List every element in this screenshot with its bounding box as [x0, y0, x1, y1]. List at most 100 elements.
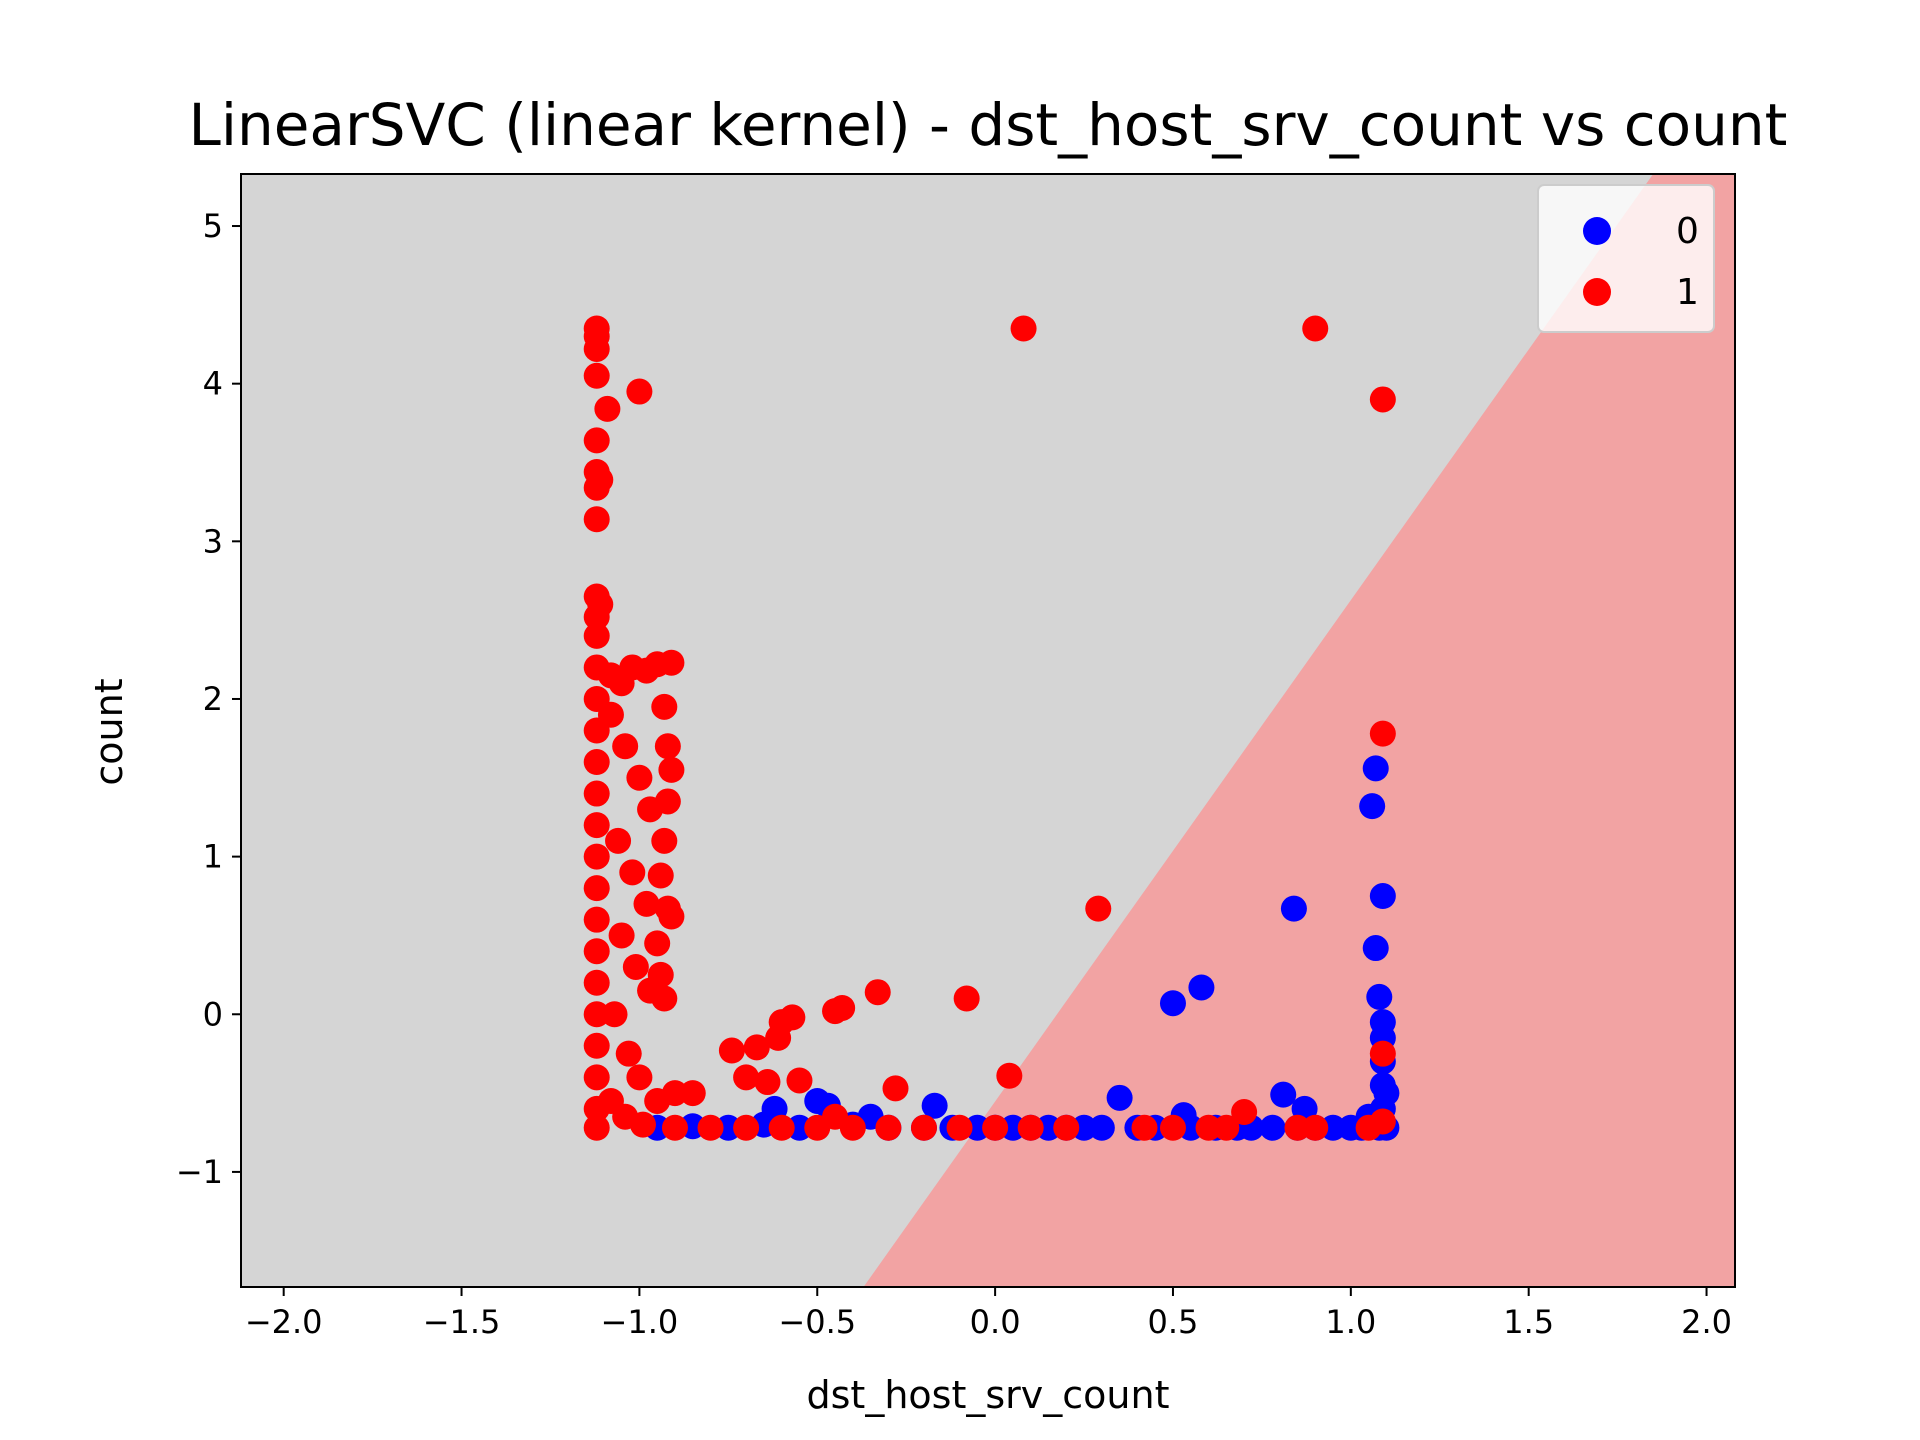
- point-class-1: [1284, 1114, 1311, 1141]
- point-class-1: [839, 1114, 866, 1141]
- decision-regions: [241, 174, 1735, 1287]
- x-axis-ticks: −2.0 −1.5 −1.0 −0.5 0.0 0.5 1.0 1.5 2.0: [245, 1287, 1732, 1341]
- point-class-1: [864, 979, 891, 1006]
- point-class-0: [921, 1092, 948, 1119]
- point-class-1: [615, 1040, 642, 1067]
- point-class-1: [647, 862, 674, 889]
- point-class-1: [583, 812, 610, 839]
- point-class-1: [1053, 1114, 1080, 1141]
- point-class-0: [1188, 974, 1215, 1001]
- point-class-1: [679, 1080, 706, 1107]
- point-class-1: [982, 1114, 1009, 1141]
- point-class-1: [946, 1114, 973, 1141]
- y-tick-label: 1: [203, 838, 223, 876]
- x-tick-label: −1.0: [601, 1303, 679, 1341]
- point-class-1: [1302, 315, 1329, 342]
- point-class-1: [583, 427, 610, 454]
- point-class-1: [1369, 720, 1396, 747]
- y-axis-ticks: −1 0 1 2 3 4 5: [176, 207, 241, 1191]
- point-class-1: [953, 985, 980, 1012]
- x-tick-label: 1.5: [1503, 1303, 1554, 1341]
- point-class-1: [1302, 1114, 1329, 1141]
- point-class-1: [1017, 1114, 1044, 1141]
- point-class-1: [583, 362, 610, 389]
- point-class-0: [1362, 755, 1389, 782]
- legend-marker-0: [1583, 217, 1611, 245]
- x-tick-label: 0.0: [970, 1303, 1021, 1341]
- point-class-1: [658, 649, 685, 676]
- point-class-1: [733, 1114, 760, 1141]
- legend-label-0: 0: [1676, 211, 1699, 252]
- point-class-0: [964, 1114, 991, 1141]
- point-class-1: [882, 1075, 909, 1102]
- x-tick-label: 1.0: [1325, 1303, 1376, 1341]
- point-class-1: [583, 1064, 610, 1091]
- point-class-1: [637, 796, 664, 823]
- y-tick-label: 3: [203, 522, 223, 560]
- y-tick-label: 5: [203, 207, 223, 245]
- y-tick-label: 0: [203, 995, 223, 1033]
- legend-marker-1: [1583, 278, 1611, 306]
- point-class-1: [733, 1064, 760, 1091]
- point-class-1: [661, 1080, 688, 1107]
- legend-box: [1537, 184, 1715, 333]
- point-class-0: [1366, 983, 1393, 1010]
- point-class-1: [583, 474, 610, 501]
- point-class-1: [583, 938, 610, 965]
- x-tick-label: −0.5: [778, 1303, 856, 1341]
- point-class-1: [996, 1062, 1023, 1089]
- legend-label-1: 1: [1676, 272, 1699, 313]
- point-class-1: [654, 733, 681, 760]
- point-class-0: [999, 1114, 1026, 1141]
- point-class-1: [605, 827, 632, 854]
- point-class-1: [583, 906, 610, 933]
- point-class-1: [718, 1037, 745, 1064]
- point-class-0: [1359, 793, 1386, 820]
- point-class-1: [612, 733, 639, 760]
- point-class-1: [583, 843, 610, 870]
- y-tick-label: 2: [203, 680, 223, 718]
- point-class-1: [633, 890, 660, 917]
- point-class-0: [1362, 935, 1389, 962]
- point-class-1: [779, 1004, 806, 1031]
- point-class-1: [597, 701, 624, 728]
- point-class-0: [1259, 1114, 1286, 1141]
- point-class-1: [651, 827, 678, 854]
- legend: 0 1: [1537, 184, 1715, 333]
- point-class-1: [1131, 1114, 1158, 1141]
- point-class-1: [583, 780, 610, 807]
- x-tick-label: 2.0: [1681, 1303, 1732, 1341]
- point-class-0: [1373, 1080, 1400, 1107]
- point-class-1: [658, 756, 685, 783]
- region-class-1: [863, 174, 1735, 1287]
- point-class-1: [1010, 315, 1037, 342]
- point-class-0: [1280, 895, 1307, 922]
- point-class-1: [1231, 1099, 1258, 1126]
- point-class-1: [626, 378, 653, 405]
- point-class-1: [829, 994, 856, 1021]
- point-class-1: [583, 335, 610, 362]
- point-class-0: [1159, 990, 1186, 1017]
- point-class-1: [697, 1114, 724, 1141]
- point-class-1: [1369, 386, 1396, 413]
- point-class-1: [875, 1114, 902, 1141]
- point-class-0: [1320, 1114, 1347, 1141]
- point-class-0: [786, 1114, 813, 1141]
- point-class-1: [583, 506, 610, 533]
- point-class-1: [1195, 1114, 1222, 1141]
- point-class-0: [1035, 1114, 1062, 1141]
- point-class-1: [583, 603, 610, 630]
- point-class-1: [1159, 1114, 1186, 1141]
- point-class-0: [715, 1114, 742, 1141]
- point-class-1: [583, 1001, 610, 1028]
- point-class-1: [786, 1067, 813, 1094]
- point-class-1: [583, 1032, 610, 1059]
- point-class-1: [594, 395, 621, 422]
- point-class-1: [622, 953, 649, 980]
- point-class-1: [601, 1001, 628, 1028]
- point-class-0: [1088, 1114, 1115, 1141]
- point-class-1: [654, 895, 681, 922]
- point-class-0: [1177, 1114, 1204, 1141]
- point-class-0: [1106, 1084, 1133, 1111]
